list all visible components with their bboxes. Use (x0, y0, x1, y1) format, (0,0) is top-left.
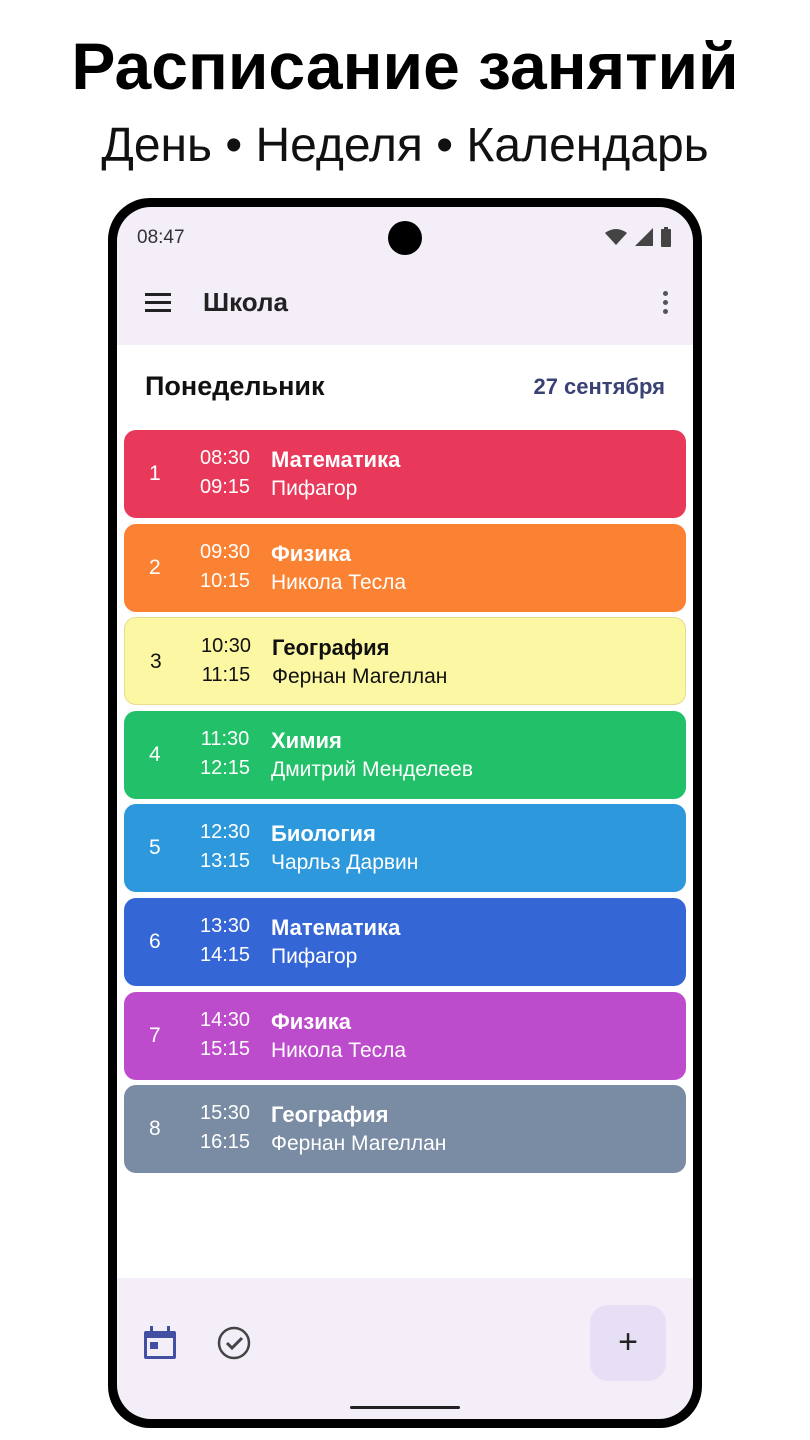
lesson-subject: Физика (271, 1008, 352, 1034)
app-title: Школа (203, 287, 289, 317)
lesson-number: 2 (149, 555, 161, 579)
lesson-subject: Химия (271, 727, 342, 753)
lesson-teacher: Дмитрий Менделеев (271, 757, 473, 781)
lesson-teacher: Пифагор (271, 945, 358, 968)
lesson-card[interactable]: 3 10:30 11:15 География Фернан Магеллан (124, 617, 686, 706)
lesson-card[interactable]: 1 08:30 09:15 Математика Пифагор (124, 430, 686, 518)
status-bar: 08:47 (117, 207, 693, 265)
more-options-icon[interactable] (663, 291, 669, 318)
lesson-card[interactable]: 4 11:30 12:15 Химия Дмитрий Менделеев (124, 710, 686, 799)
lesson-card[interactable]: 6 13:30 14:15 Математика Пифагор (124, 898, 686, 986)
status-time: 08:47 (137, 227, 185, 248)
lesson-start-time: 11:30 (200, 727, 250, 750)
lesson-end-time: 15:15 (199, 1037, 251, 1060)
lesson-card[interactable]: 8 15:30 16:15 География Фернан Магеллан (124, 1085, 686, 1174)
promo-title: Расписание занятий (71, 29, 739, 103)
lesson-end-time: 09:15 (199, 476, 251, 498)
lesson-start-time: 08:30 (199, 447, 251, 469)
lesson-card[interactable]: 5 12:30 13:15 Биология Чарльз Дарвин (124, 804, 686, 893)
lesson-teacher: Фернан Магеллан (271, 1132, 447, 1156)
bottom-bar: + (117, 1278, 693, 1419)
lesson-start-time: 09:30 (199, 540, 251, 563)
lesson-subject: Математика (271, 915, 401, 940)
lesson-subject: Физика (271, 540, 352, 566)
lesson-number: 5 (149, 836, 161, 860)
lesson-number: 1 (149, 462, 161, 485)
lesson-teacher: Пифагор (271, 477, 358, 500)
lesson-subject: Биология (271, 821, 376, 847)
lesson-end-time: 16:15 (199, 1131, 251, 1154)
lesson-teacher: Фернан Магеллан (272, 665, 448, 689)
menu-icon[interactable] (145, 293, 171, 313)
battery-icon (661, 227, 671, 247)
lesson-number: 7 (149, 1023, 161, 1047)
lesson-subject: География (272, 635, 390, 661)
lesson-start-time: 12:30 (199, 821, 251, 844)
wifi-icon (605, 229, 627, 245)
calendar-icon[interactable] (143, 1326, 177, 1360)
lesson-number: 8 (149, 1117, 161, 1141)
signal-icon (635, 228, 653, 246)
lesson-end-time: 10:15 (199, 569, 251, 592)
lesson-teacher: Чарльз Дарвин (271, 851, 419, 875)
schedule-content: Понедельник 27 сентября 1 08:30 09:15 Ма… (117, 345, 693, 1278)
lesson-start-time: 15:30 (199, 1102, 251, 1125)
lesson-end-time: 14:15 (199, 944, 251, 966)
day-name: Понедельник (145, 371, 325, 401)
gesture-handle (350, 1406, 460, 1409)
lesson-number: 3 (150, 650, 162, 674)
check-circle-icon[interactable] (217, 1326, 251, 1360)
phone-frame: 08:47 Школа Понедельник 27 сентября 1 08… (108, 198, 702, 1428)
promo-subtitle: День • Неделя • Календарь (101, 119, 709, 172)
lesson-teacher: Никола Тесла (271, 570, 407, 594)
lesson-start-time: 13:30 (199, 915, 251, 937)
lesson-end-time: 13:15 (199, 850, 251, 873)
lesson-end-time: 11:15 (201, 664, 251, 687)
lesson-end-time: 12:15 (199, 756, 251, 779)
app-bar: Школа (117, 265, 693, 345)
add-lesson-button[interactable]: + (590, 1305, 666, 1381)
camera-cutout (388, 221, 422, 255)
lesson-number: 4 (149, 742, 161, 766)
day-date[interactable]: 27 сентября (533, 374, 665, 399)
lesson-number: 6 (149, 930, 161, 953)
lesson-subject: География (271, 1102, 389, 1128)
screen: 08:47 Школа Понедельник 27 сентября 1 08… (117, 207, 693, 1419)
lesson-card[interactable]: 7 14:30 15:15 Физика Никола Тесла (124, 991, 686, 1080)
lesson-start-time: 14:30 (199, 1008, 251, 1031)
lesson-subject: Математика (271, 447, 401, 472)
lesson-start-time: 10:30 (200, 635, 252, 658)
lesson-teacher: Никола Тесла (271, 1038, 407, 1062)
lesson-card[interactable]: 2 09:30 10:15 Физика Никола Тесла (124, 523, 686, 612)
